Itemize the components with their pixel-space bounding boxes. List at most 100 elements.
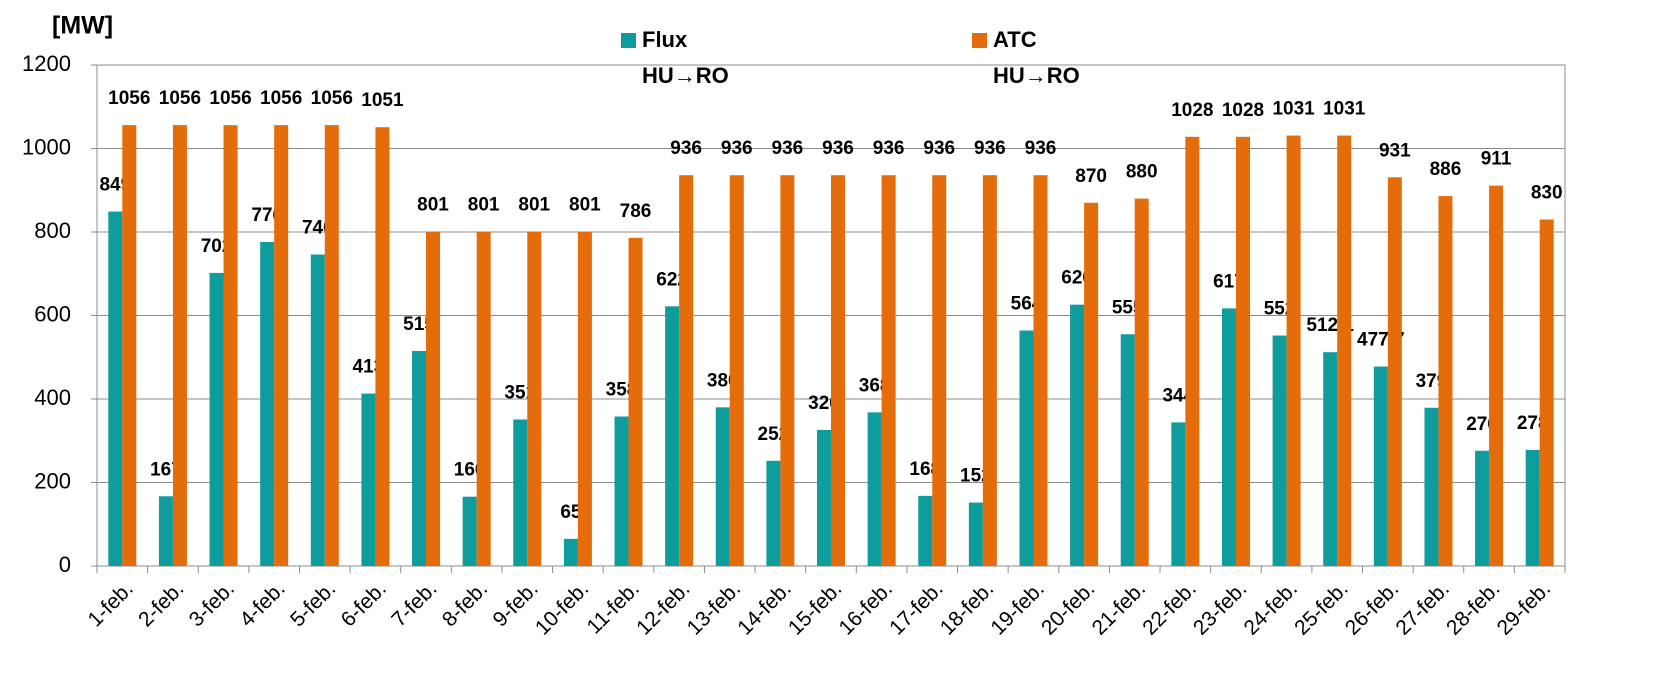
- bar: [274, 125, 289, 567]
- x-tick-label: 3-feb.: [185, 577, 239, 631]
- bar: [881, 175, 896, 566]
- bar: [310, 254, 325, 567]
- bar: [1185, 136, 1200, 566]
- value-label: 801: [569, 195, 601, 216]
- bar: [1171, 422, 1186, 566]
- value-label: 1028: [1171, 100, 1213, 121]
- value-label: 936: [923, 138, 955, 159]
- bar: [223, 125, 238, 567]
- x-tick-label: 4-feb.: [235, 577, 289, 631]
- x-tick-label: 28-feb.: [1442, 577, 1505, 640]
- value-label: 936: [670, 138, 702, 159]
- bar: [108, 211, 123, 567]
- value-label: 830: [1531, 182, 1563, 203]
- value-label: 1028: [1222, 100, 1264, 121]
- x-tick-label: 21-feb.: [1088, 577, 1151, 640]
- bar: [614, 416, 629, 566]
- bar: [577, 231, 592, 566]
- legend-swatch: [972, 33, 987, 48]
- x-tick-label: 20-feb.: [1037, 577, 1100, 640]
- bar: [1019, 330, 1034, 566]
- value-label: 801: [468, 195, 500, 216]
- y-tick-label: 800: [34, 218, 71, 243]
- x-tick-label: 7-feb.: [387, 577, 441, 631]
- bar: [209, 272, 224, 566]
- bar: [1084, 202, 1099, 566]
- bar: [729, 175, 744, 566]
- y-tick-label: 600: [34, 301, 71, 326]
- value-label: 936: [1025, 138, 1057, 159]
- value-label: 801: [518, 195, 550, 216]
- bar: [1070, 304, 1085, 566]
- bar: [1033, 175, 1048, 566]
- bar: [375, 127, 390, 567]
- bar: [412, 350, 427, 566]
- bar: [513, 419, 528, 566]
- value-label: 1031: [1323, 99, 1366, 120]
- bar: [867, 412, 882, 566]
- value-label: 931: [1379, 140, 1411, 161]
- value-label: 936: [772, 138, 804, 159]
- bar: [527, 231, 542, 566]
- bar: [1337, 135, 1352, 566]
- bar: [1272, 335, 1287, 566]
- value-label: 936: [974, 138, 1006, 159]
- x-tick-label: 24-feb.: [1240, 577, 1303, 640]
- bar: [563, 538, 578, 566]
- x-tick-label: 29-feb.: [1493, 577, 1556, 640]
- x-tick-label: 22-feb.: [1138, 577, 1201, 640]
- bar: [361, 393, 376, 566]
- bar: [1134, 198, 1149, 566]
- x-tick-label: 27-feb.: [1391, 577, 1454, 640]
- value-label: 880: [1126, 162, 1158, 183]
- bar: [1286, 135, 1301, 566]
- bar: [918, 495, 933, 566]
- value-label: 870: [1075, 166, 1107, 187]
- bar: [1387, 177, 1402, 566]
- x-tick-label: 11-feb.: [583, 577, 644, 638]
- bar: [1323, 352, 1338, 566]
- bar: [1539, 219, 1554, 566]
- bar: [476, 231, 491, 566]
- value-label: 936: [873, 138, 905, 159]
- x-tick-label: 5-feb.: [286, 577, 340, 631]
- y-tick-label: 200: [34, 468, 71, 493]
- bar: [1235, 136, 1250, 566]
- x-tick-label: 2-feb.: [134, 577, 188, 631]
- bar: [1424, 407, 1439, 566]
- x-tick-label: 15-feb.: [784, 577, 847, 640]
- x-tick-label: 6-feb.: [337, 577, 391, 631]
- bar: [1120, 334, 1135, 566]
- bar: [1221, 308, 1236, 566]
- bar: [1489, 185, 1504, 566]
- x-tick-label: 19-feb.: [986, 577, 1049, 640]
- x-tick-label: 18-feb.: [936, 577, 999, 640]
- y-axis-label: [MW]: [52, 12, 113, 40]
- value-label: 1031: [1272, 99, 1315, 120]
- x-tick-label: 10-feb.: [531, 577, 594, 640]
- bar: [1438, 196, 1453, 566]
- value-label: 1051: [361, 90, 404, 111]
- x-tick-label: 8-feb.: [438, 577, 492, 631]
- bar: [665, 306, 680, 566]
- bar: [1373, 366, 1388, 566]
- x-tick-label: 26-feb.: [1341, 577, 1404, 640]
- bar: [982, 175, 997, 566]
- value-label: 886: [1430, 159, 1462, 180]
- bar: [1525, 449, 1540, 566]
- bar: [1475, 450, 1490, 566]
- bar: [932, 175, 947, 566]
- y-tick-label: 400: [34, 385, 71, 410]
- legend-swatch: [621, 33, 636, 48]
- x-tick-label: 25-feb.: [1290, 577, 1353, 640]
- x-tick-label: 14-feb.: [733, 577, 796, 640]
- x-tick-label: 23-feb.: [1189, 577, 1252, 640]
- y-tick-label: 1000: [22, 134, 71, 159]
- bar: [122, 125, 137, 567]
- bar: [817, 429, 831, 566]
- bar: [324, 125, 339, 567]
- bar: [831, 175, 845, 566]
- bar: [462, 496, 477, 566]
- value-label: 1056: [159, 88, 201, 109]
